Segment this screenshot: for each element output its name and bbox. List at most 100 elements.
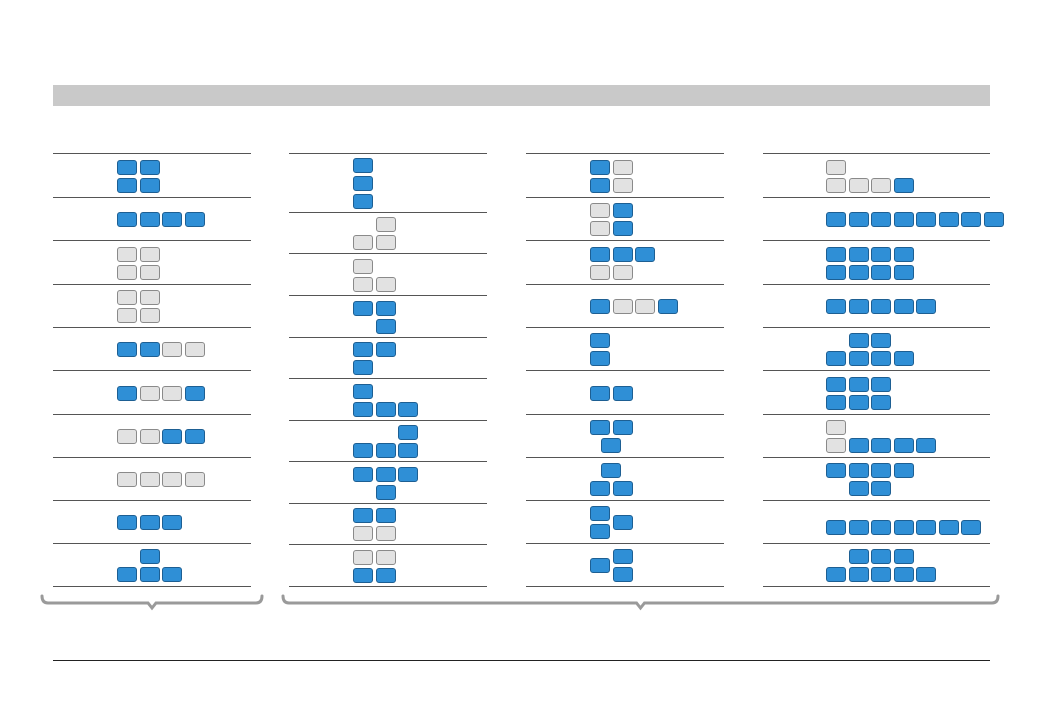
filled-cell — [590, 333, 610, 348]
filled-cell — [871, 265, 891, 280]
empty-cell — [590, 265, 610, 280]
pattern-row — [53, 284, 251, 327]
filled-cell — [916, 520, 936, 535]
empty-cell — [117, 308, 137, 323]
filled-cell — [612, 386, 633, 401]
empty-cell — [162, 386, 182, 401]
empty-cell — [826, 178, 846, 193]
filled-cell — [848, 299, 869, 314]
pattern-row — [289, 295, 487, 337]
filled-cell — [983, 212, 1004, 227]
filled-cell — [590, 386, 610, 401]
pattern-row — [289, 544, 487, 586]
filled-cell — [893, 567, 914, 582]
filled-cell — [117, 212, 137, 227]
empty-cell — [139, 429, 160, 444]
pattern-row — [53, 370, 251, 414]
filled-cell — [893, 247, 914, 262]
empty-cell — [353, 550, 373, 565]
pattern-row — [53, 500, 251, 543]
filled-cell — [871, 520, 891, 535]
pattern-row — [526, 457, 724, 500]
empty-cell — [162, 472, 182, 487]
filled-cell — [848, 567, 869, 582]
pattern-row — [763, 543, 990, 586]
empty-cell — [162, 342, 182, 357]
filled-cell — [893, 549, 914, 564]
pattern-row — [53, 197, 251, 240]
filled-cell — [635, 247, 655, 262]
filled-cell — [871, 351, 891, 366]
filled-cell — [938, 520, 959, 535]
empty-cell — [375, 217, 396, 232]
empty-cell — [184, 342, 205, 357]
pattern-row — [526, 240, 724, 284]
filled-cell — [117, 515, 137, 530]
empty-cell — [139, 308, 160, 323]
footer-rule — [53, 660, 990, 661]
filled-cell — [826, 395, 846, 410]
empty-cell — [826, 160, 846, 175]
filled-cell — [612, 567, 633, 582]
filled-cell — [871, 463, 891, 478]
pattern-row — [53, 543, 251, 586]
filled-cell — [893, 520, 914, 535]
filled-cell — [657, 299, 678, 314]
filled-cell — [139, 212, 160, 227]
filled-cell — [139, 342, 160, 357]
filled-cell — [848, 438, 869, 453]
pattern-row — [289, 420, 487, 461]
pattern-row — [763, 500, 990, 543]
filled-cell — [184, 429, 205, 444]
filled-cell — [612, 481, 633, 496]
filled-cell — [139, 160, 160, 175]
empty-cell — [117, 247, 137, 262]
filled-cell — [848, 520, 869, 535]
filled-cell — [398, 402, 418, 417]
filled-cell — [871, 438, 891, 453]
pattern-row — [526, 500, 724, 543]
pattern-row — [526, 370, 724, 414]
group-bracket-2 — [281, 594, 1000, 611]
empty-cell — [139, 472, 160, 487]
pattern-row — [53, 457, 251, 500]
filled-cell — [893, 351, 914, 366]
filled-cell — [590, 299, 610, 314]
filled-cell — [848, 351, 869, 366]
filled-cell — [961, 520, 981, 535]
filled-cell — [871, 299, 891, 314]
filled-cell — [826, 377, 846, 392]
filled-cell — [590, 420, 610, 435]
filled-cell — [353, 467, 373, 482]
filled-cell — [612, 221, 633, 236]
empty-cell — [635, 299, 655, 314]
filled-cell — [916, 438, 936, 453]
pattern-row — [289, 461, 487, 503]
filled-cell — [398, 425, 418, 440]
filled-cell — [848, 463, 869, 478]
filled-cell — [590, 160, 610, 175]
filled-cell — [590, 351, 610, 366]
pattern-row — [763, 197, 1004, 240]
empty-cell — [353, 235, 373, 250]
empty-cell — [375, 277, 396, 292]
empty-cell — [590, 203, 610, 218]
filled-cell — [590, 506, 610, 521]
filled-cell — [612, 247, 633, 262]
filled-cell — [139, 515, 160, 530]
pattern-row — [289, 378, 487, 420]
empty-cell — [139, 247, 160, 262]
empty-cell — [612, 299, 633, 314]
filled-cell — [601, 463, 622, 478]
filled-cell — [375, 301, 396, 316]
filled-cell — [590, 247, 610, 262]
filled-cell — [826, 212, 846, 227]
filled-cell — [590, 178, 610, 193]
filled-cell — [398, 443, 418, 458]
filled-cell — [375, 402, 396, 417]
filled-cell — [612, 420, 633, 435]
filled-cell — [612, 203, 633, 218]
filled-cell — [353, 301, 373, 316]
filled-cell — [117, 386, 137, 401]
empty-cell — [117, 472, 137, 487]
